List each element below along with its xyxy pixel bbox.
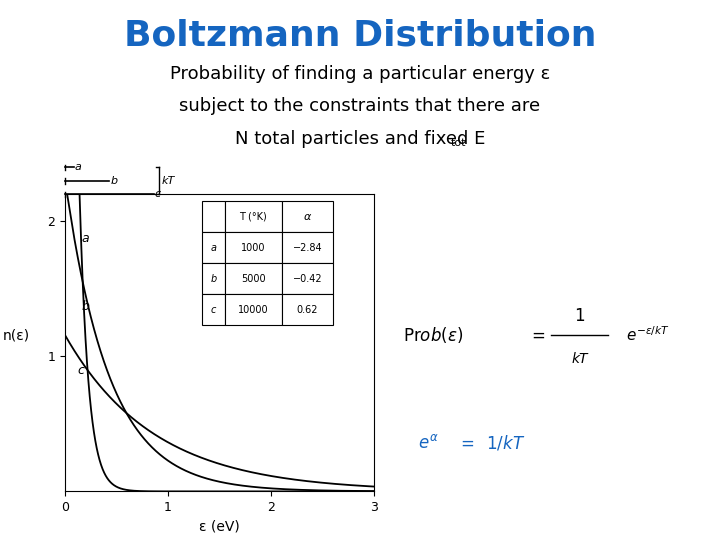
- Text: tot: tot: [451, 138, 467, 148]
- Text: a: a: [210, 242, 217, 253]
- Text: Boltzmann Distribution: Boltzmann Distribution: [124, 19, 596, 53]
- FancyBboxPatch shape: [225, 263, 282, 294]
- Text: $=$: $=$: [528, 326, 545, 344]
- Text: 5000: 5000: [240, 274, 266, 284]
- Text: kT: kT: [162, 176, 175, 186]
- FancyBboxPatch shape: [202, 263, 225, 294]
- FancyBboxPatch shape: [225, 232, 282, 263]
- Text: c: c: [155, 190, 161, 199]
- Text: $\mathrm{Pr}ob(\varepsilon)$: $\mathrm{Pr}ob(\varepsilon)$: [403, 325, 464, 345]
- FancyBboxPatch shape: [225, 201, 282, 232]
- Text: 1000: 1000: [241, 242, 266, 253]
- Text: c: c: [77, 364, 84, 377]
- FancyBboxPatch shape: [282, 232, 333, 263]
- Text: Probability of finding a particular energy ε: Probability of finding a particular ener…: [170, 65, 550, 83]
- Y-axis label: n(ε): n(ε): [3, 329, 30, 343]
- Text: c: c: [211, 305, 216, 315]
- Text: $e^{\alpha}$: $e^{\alpha}$: [418, 434, 438, 452]
- FancyBboxPatch shape: [202, 232, 225, 263]
- Text: subject to the constraints that there are: subject to the constraints that there ar…: [179, 97, 541, 115]
- Text: b: b: [110, 176, 117, 186]
- FancyBboxPatch shape: [202, 294, 225, 325]
- FancyBboxPatch shape: [202, 201, 225, 232]
- FancyBboxPatch shape: [282, 294, 333, 325]
- Text: $=\;\;1/kT$: $=\;\;1/kT$: [457, 433, 526, 453]
- Text: −0.42: −0.42: [292, 274, 322, 284]
- Text: kT: kT: [572, 352, 588, 366]
- Text: b: b: [81, 300, 89, 313]
- Text: $e^{-\varepsilon/kT}$: $e^{-\varepsilon/kT}$: [626, 326, 670, 344]
- Text: T (°K): T (°K): [239, 212, 267, 222]
- FancyBboxPatch shape: [225, 294, 282, 325]
- Text: 10000: 10000: [238, 305, 269, 315]
- Text: −2.84: −2.84: [292, 242, 322, 253]
- Text: 0.62: 0.62: [297, 305, 318, 315]
- FancyBboxPatch shape: [282, 201, 333, 232]
- FancyBboxPatch shape: [282, 263, 333, 294]
- Text: 1: 1: [575, 307, 585, 325]
- Text: a: a: [75, 163, 81, 172]
- Text: α: α: [304, 212, 311, 222]
- Text: a: a: [81, 232, 89, 245]
- Text: b: b: [210, 274, 217, 284]
- X-axis label: ε (eV): ε (eV): [199, 519, 240, 534]
- Text: N total particles and fixed E: N total particles and fixed E: [235, 130, 485, 147]
